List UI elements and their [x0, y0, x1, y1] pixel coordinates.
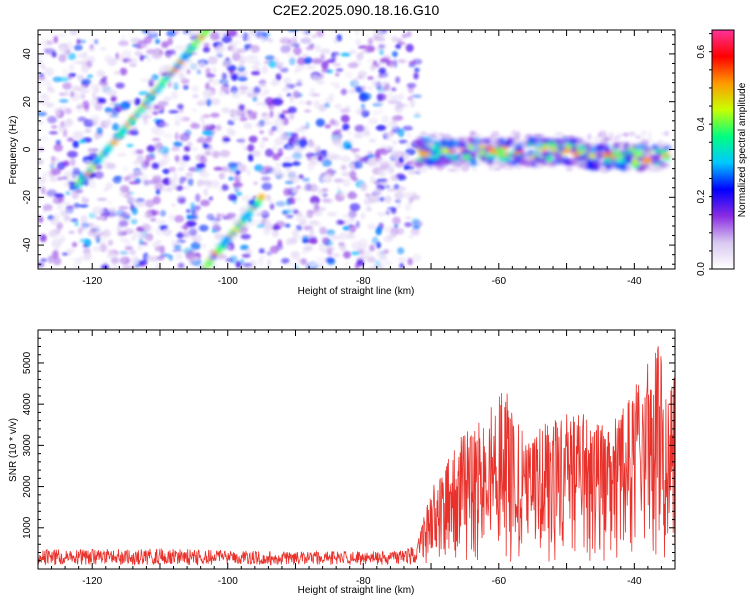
snr-x-tick-label: -40	[627, 576, 642, 587]
chart-title: C2E2.2025.090.18.16.G10	[273, 2, 440, 18]
spectrogram-x-tick-label: -120	[82, 276, 102, 287]
spectrogram-noise	[38, 30, 671, 269]
snr-x-tick-label: -120	[82, 576, 102, 587]
diagonal-streak-lower	[200, 194, 266, 269]
spectrogram-x-tick-label: -40	[627, 276, 642, 287]
snr-y-tick-label: 1000	[22, 516, 33, 539]
snr-axes: -120 -100 -80 -60 -40 1000 2000 3000 4000 5000	[22, 329, 676, 587]
spectrogram-x-axis-label: Height of straight line (km)	[298, 286, 415, 297]
horizontal-band	[413, 137, 672, 172]
snr-x-tick-label: -80	[356, 576, 371, 587]
spectrogram-panel: -120 -100 -80 -60 -40 -40 -20 0 20 40 Height of s…	[8, 29, 676, 297]
spectrogram-y-axis-label: Frequency (Hz)	[8, 116, 19, 185]
spectrogram-y-tick-label: 20	[22, 96, 33, 108]
spectrogram-x-tick-label: -60	[492, 276, 507, 287]
colorbar: 0.0 0.2 0.4 0.6 Normalized spectral amplitu…	[696, 29, 748, 276]
snr-x-axis-label: Height of straight line (km)	[298, 585, 415, 596]
spectrogram-axes: -120 -100 -80 -60 -40 -40 -20 0 20 40	[22, 30, 676, 287]
snr-frame	[37, 329, 676, 570]
snr-y-axis-label: SNR (10 * v/v)	[8, 418, 19, 482]
snr-x-tick-label: -60	[492, 576, 507, 587]
colorbar-tick-label: 0.4	[696, 117, 707, 131]
colorbar-ticks: 0.0 0.2 0.4 0.6	[696, 33, 712, 276]
snr-series-line	[38, 346, 675, 566]
spectrogram-y-tick-label: -40	[22, 237, 33, 252]
spectrogram-x-tick-label: -100	[218, 276, 238, 287]
snr-y-tick-label: 3000	[22, 434, 33, 457]
spectrogram-image	[38, 30, 672, 269]
snr-panel: -120 -100 -80 -60 -40 1000 2000 3000 4000 5000 He…	[8, 329, 676, 596]
diagonal-streak	[71, 30, 211, 190]
spectrogram-features	[71, 30, 672, 269]
spectrogram-y-tick-label: 0	[22, 146, 33, 152]
snr-y-tick-label: 2000	[22, 475, 33, 498]
colorbar-tick-label: 0.2	[696, 189, 707, 203]
colorbar-label: Normalized spectral amplitude	[737, 82, 748, 217]
snr-x-tick-label: -100	[218, 576, 238, 587]
colorbar-gradient	[711, 29, 735, 270]
snr-plot-area	[38, 330, 675, 569]
snr-y-tick-label: 5000	[22, 351, 33, 374]
colorbar-tick-label: 0.0	[696, 262, 707, 276]
snr-y-tick-label: 4000	[22, 393, 33, 416]
spectrogram-x-tick-label: -80	[356, 276, 371, 287]
spectrogram-y-tick-label: 40	[22, 48, 33, 60]
spectrogram-y-tick-label: -20	[22, 190, 33, 205]
colorbar-tick-label: 0.6	[696, 44, 707, 58]
